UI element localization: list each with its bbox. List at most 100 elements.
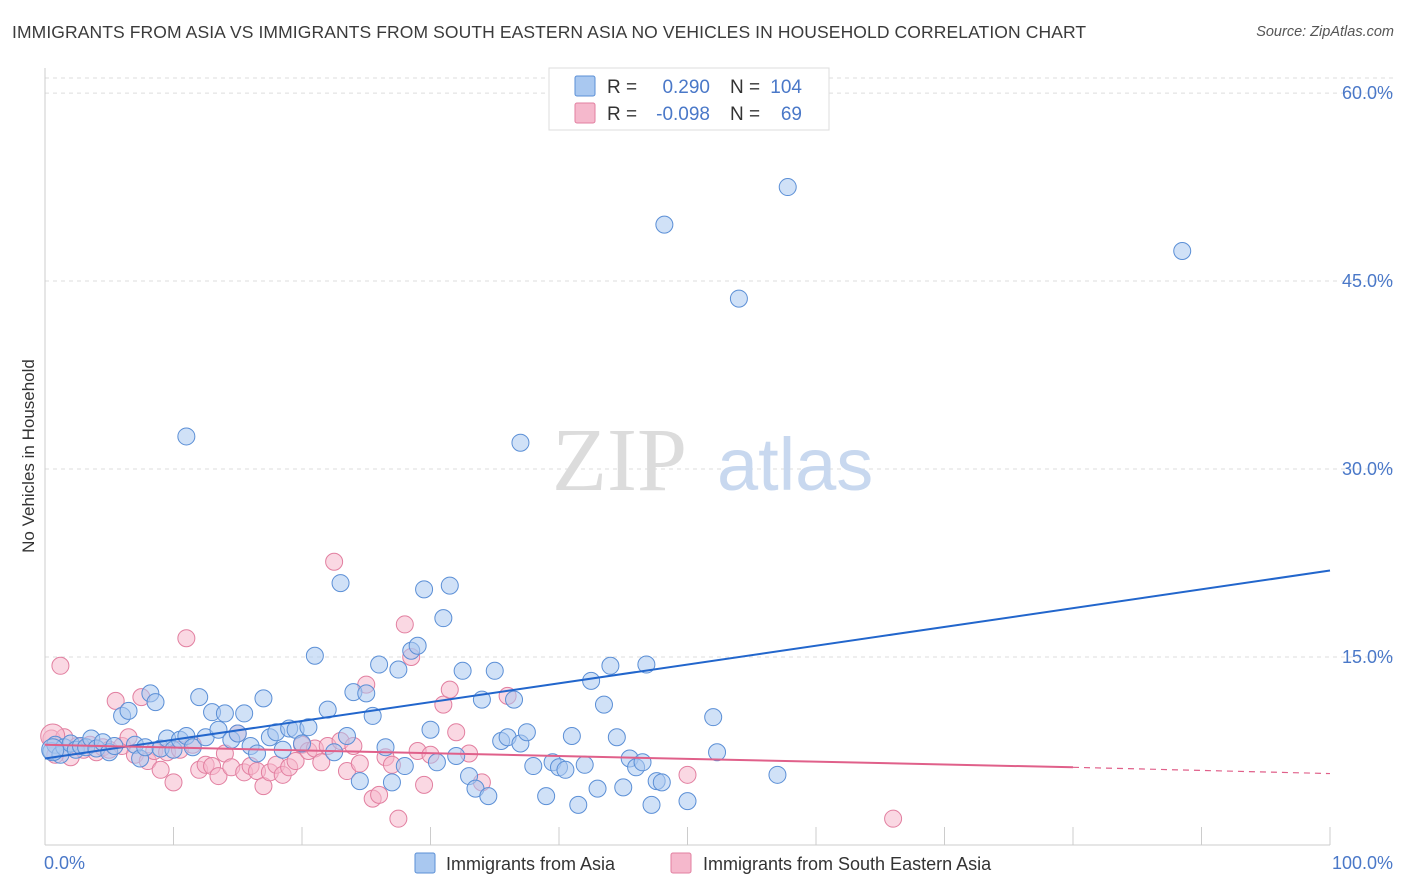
- legend-r-label-asia: R =: [607, 77, 637, 98]
- asia-point: [479, 787, 498, 806]
- asia-point: [337, 726, 356, 745]
- sea-point: [678, 765, 697, 784]
- asia-point: [575, 755, 594, 774]
- trend-lines: [44, 569, 1331, 775]
- asia-point: [524, 757, 543, 776]
- asia-point: [511, 433, 530, 452]
- asia-point: [305, 646, 324, 665]
- asia-point: [729, 289, 748, 308]
- asia-point: [582, 671, 601, 690]
- asia-point: [447, 747, 466, 766]
- asia-point: [642, 795, 661, 814]
- asia-point: [517, 723, 536, 742]
- asia-point: [146, 693, 165, 712]
- asia-point: [440, 576, 459, 595]
- asia-point: [357, 684, 376, 703]
- y-tick-label: 60.0%: [1342, 83, 1393, 103]
- asia-point: [708, 743, 727, 762]
- asia-point: [768, 765, 787, 784]
- asia-point: [427, 753, 446, 772]
- asia-point: [177, 427, 196, 446]
- sea-trend-line-extension: [1072, 766, 1331, 775]
- sea-point: [106, 691, 125, 710]
- x-tick-label-min: 0.0%: [44, 853, 85, 873]
- sea-point: [151, 760, 170, 779]
- asia-point: [633, 753, 652, 772]
- asia-point: [453, 661, 472, 680]
- sea-point: [164, 773, 183, 792]
- watermark: ZIP atlas: [552, 411, 873, 510]
- asia-point: [248, 744, 267, 763]
- sea-point: [389, 809, 408, 828]
- chart-source: Source: ZipAtlas.com: [1256, 24, 1394, 40]
- sea-trend-line: [44, 743, 1074, 769]
- asia-point: [562, 726, 581, 745]
- asia-point: [594, 695, 613, 714]
- bottom-legend-label-sea: Immigrants from South Eastern Asia: [703, 854, 992, 874]
- asia-point: [350, 772, 369, 791]
- legend-bottom: Immigrants from Asia Immigrants from Sou…: [414, 852, 992, 874]
- legend-r-value-sea: -0.098: [656, 104, 710, 125]
- asia-point: [215, 704, 234, 723]
- legend-swatch-asia: [574, 75, 596, 97]
- asia-point: [395, 757, 414, 776]
- asia-point: [485, 661, 504, 680]
- sea-point: [350, 754, 369, 773]
- legend-n-value-sea: 69: [781, 104, 802, 125]
- legend-n-label-asia: N =: [730, 77, 760, 98]
- sea-point: [884, 809, 903, 828]
- asia-point: [678, 792, 697, 811]
- sea-point: [440, 680, 459, 699]
- asia-point: [370, 655, 389, 674]
- y-axis-label: No Vehicles in Household: [19, 359, 38, 553]
- sea-point: [209, 767, 228, 786]
- asia-point: [408, 636, 427, 655]
- legend-swatch-sea: [574, 102, 596, 124]
- y-tick-label: 30.0%: [1342, 459, 1393, 479]
- asia-point: [415, 580, 434, 599]
- asia-point: [607, 728, 626, 747]
- asia-point: [556, 760, 575, 779]
- asia-point: [293, 734, 311, 753]
- legend-top: R = 0.290 N = 104 R = -0.098 N = 69: [548, 67, 830, 131]
- asia-point: [421, 720, 440, 739]
- asia-point: [614, 778, 633, 797]
- asia-point: [235, 704, 254, 723]
- asia-point: [1173, 241, 1192, 260]
- bottom-legend-swatch-sea: [670, 852, 692, 874]
- asia-point: [299, 718, 318, 737]
- legend-r-label-sea: R =: [607, 104, 637, 125]
- asia-point: [588, 779, 607, 798]
- sea-point: [177, 629, 196, 648]
- legend-r-value-asia: 0.290: [662, 77, 710, 98]
- asia-point: [778, 178, 797, 197]
- bottom-legend-swatch-asia: [414, 852, 436, 874]
- asia-point: [434, 609, 453, 628]
- asia-point: [569, 795, 588, 814]
- sea-point: [415, 775, 434, 794]
- bottom-legend-label-asia: Immigrants from Asia: [446, 854, 616, 874]
- sea-point: [395, 615, 414, 634]
- sea-point: [312, 753, 331, 772]
- asia-point: [254, 689, 273, 708]
- asia-point: [382, 773, 401, 792]
- chart-title: IMMIGRANTS FROM ASIA VS IMMIGRANTS FROM …: [12, 22, 1087, 42]
- sea-point: [51, 656, 70, 675]
- sea-point: [325, 552, 344, 571]
- asia-point: [505, 690, 524, 709]
- x-tick-label-max: 100.0%: [1332, 853, 1393, 873]
- asia-point: [537, 787, 556, 806]
- asia-point: [637, 655, 656, 674]
- y-tick-labels: 15.0% 30.0% 45.0% 60.0%: [1342, 83, 1393, 667]
- watermark-zip: ZIP: [552, 411, 687, 510]
- y-tick-label: 45.0%: [1342, 271, 1393, 291]
- sea-point: [370, 785, 389, 804]
- y-tick-label: 15.0%: [1342, 647, 1393, 667]
- asia-point: [331, 574, 350, 593]
- asia-point: [228, 724, 247, 743]
- asia-trend-line: [44, 569, 1331, 760]
- sea-point: [286, 752, 305, 771]
- grid-lines: [45, 77, 1395, 658]
- asia-point: [655, 215, 674, 234]
